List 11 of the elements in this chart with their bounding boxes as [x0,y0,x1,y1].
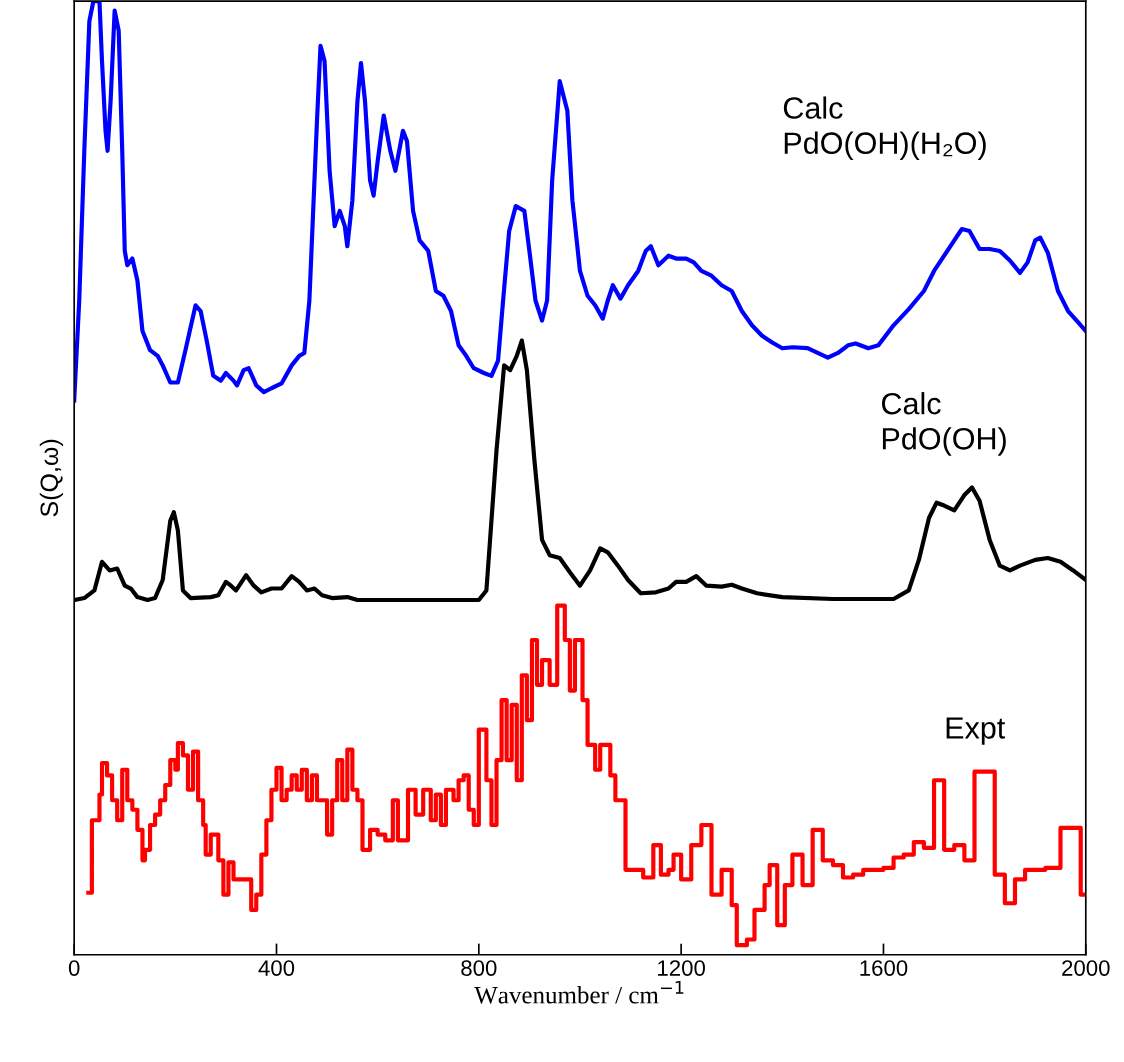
text: Calc PdO(OH)(H₂O) [783,96,986,161]
series-label: Calc PdO(OH) [881,392,1006,456]
x-tick-label: 800 [461,960,497,976]
series-label: Expt [946,717,1006,745]
x-tick-label: 2000 [1062,960,1110,976]
x-tick-label: 1200 [658,960,705,976]
x-tick-label: 1600 [860,960,908,976]
x-axis-title: Wavenumber / cm$^{−1}$ [474,981,684,1004]
x-tick-label: 0 [68,960,80,976]
y-axis-title: S(Q,ω) [39,439,64,517]
x-tick-label: 400 [258,960,295,976]
